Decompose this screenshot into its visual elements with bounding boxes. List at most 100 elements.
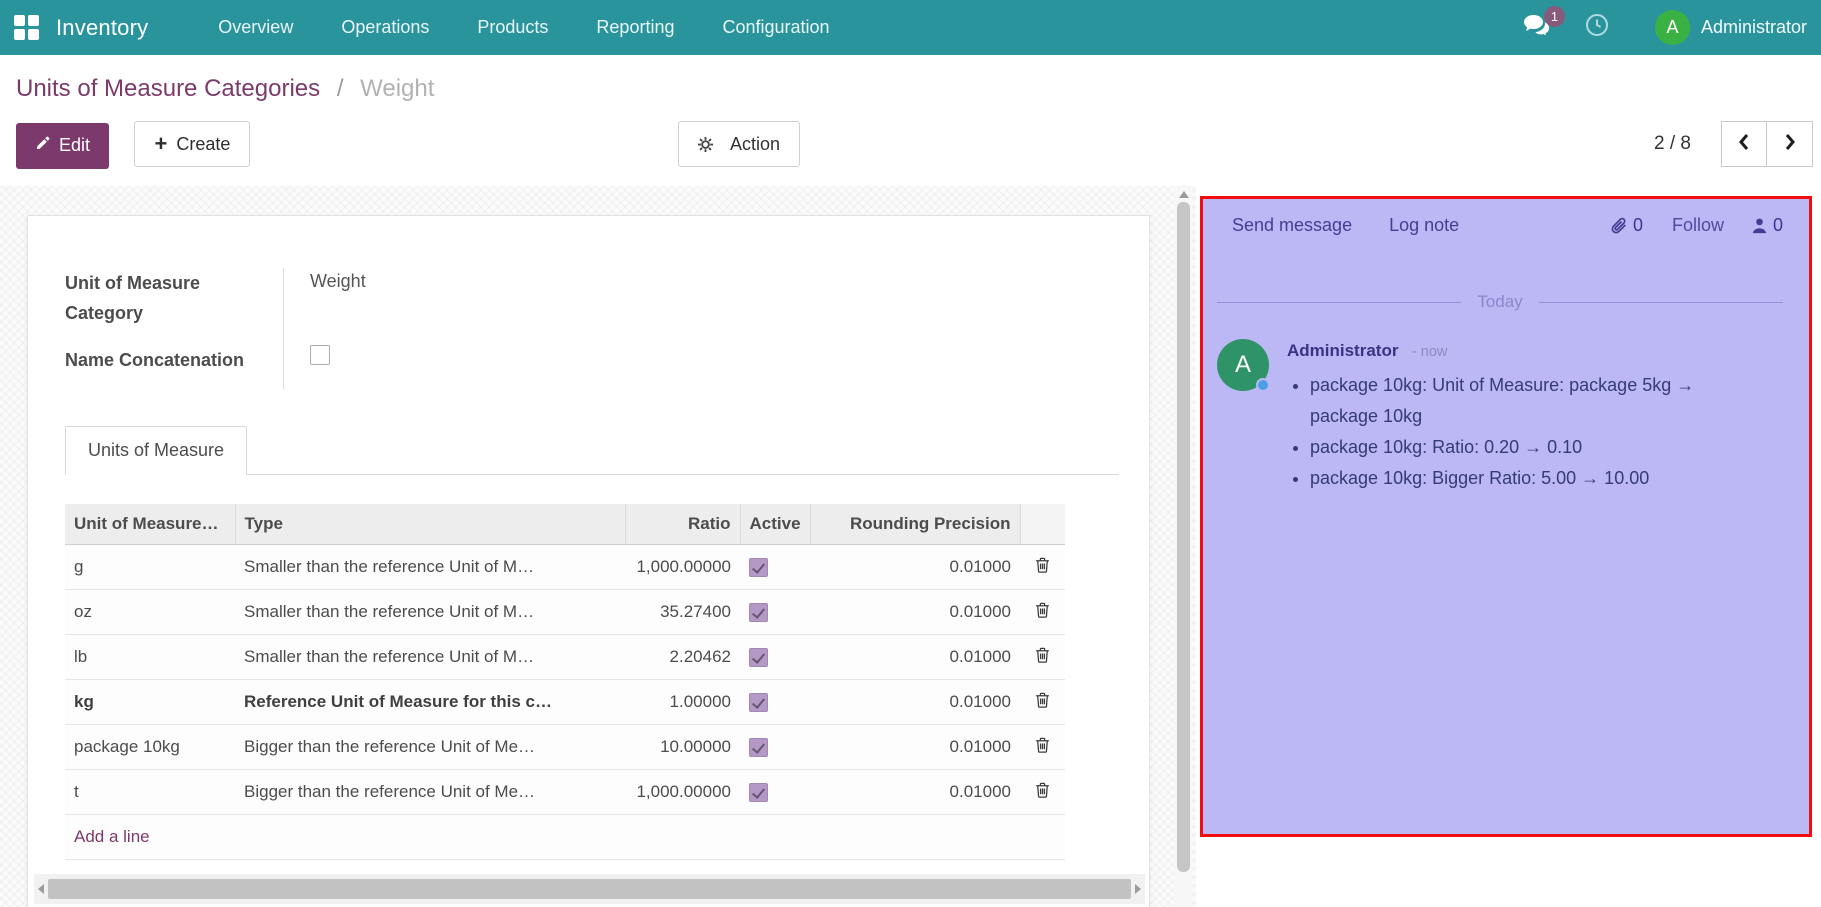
message-author-avatar: A (1217, 339, 1269, 391)
date-divider-label: Today (1477, 292, 1523, 311)
follower-count: 0 (1772, 215, 1783, 235)
uom-row-package-10kg[interactable]: package 10kg Bigger than the reference Un… (65, 724, 1065, 770)
trash-icon (1035, 647, 1050, 666)
scroll-left-arrow[interactable] (38, 884, 44, 894)
uom-type-cell: Smaller than the reference Unit of M… (235, 544, 625, 590)
column-header-uom[interactable]: Unit of Measure… (65, 504, 236, 545)
content-area: Unit of Measure Category Name Concatenat… (0, 186, 1821, 907)
delete-row-button[interactable] (1035, 781, 1050, 801)
uom-rounding-cell: 0.01000 (810, 724, 1020, 770)
horizontal-scrollbar-thumb[interactable] (48, 879, 1131, 899)
edit-button[interactable]: Edit (16, 122, 110, 169)
create-button[interactable]: + Create (134, 121, 251, 167)
chevron-right-icon (1784, 133, 1796, 156)
tab-units-of-measure[interactable]: Units of Measure (65, 426, 248, 475)
user-avatar[interactable]: A (1654, 10, 1690, 45)
uom-row-oz[interactable]: oz Smaller than the reference Unit of M… 3… (65, 589, 1065, 635)
uom-delete-cell (1020, 724, 1065, 770)
form-view-pane: Unit of Measure Category Name Concatenat… (0, 186, 1196, 907)
uom-row-g[interactable]: g Smaller than the reference Unit of M… 1,… (65, 544, 1065, 590)
top-navbar: Inventory Overview Operations Products Repo… (0, 0, 1821, 55)
active-checkbox[interactable] (749, 648, 768, 667)
uom-list-table: Unit of Measure… Type Ratio Active Rounding … (65, 504, 1065, 860)
log-note-button[interactable]: Log note (1389, 215, 1460, 235)
active-checkbox[interactable] (749, 693, 768, 712)
date-divider: Today (1217, 292, 1783, 312)
uom-row-kg[interactable]: kg Reference Unit of Measure for this c… 1… (65, 679, 1065, 725)
tracked-change-item: package 10kg: Bigger Ratio: 5.00 → 10.00 (1310, 463, 1739, 494)
column-header-active[interactable]: Active (740, 504, 811, 545)
uom-type-cell: Smaller than the reference Unit of M… (235, 589, 625, 635)
pencil-icon (35, 135, 59, 156)
notebook-tabs: Units of Measure (65, 426, 1119, 475)
trash-icon (1035, 737, 1050, 756)
delete-row-button[interactable] (1035, 646, 1050, 666)
attachments-button[interactable]: 0 (1611, 215, 1643, 236)
menu-item-overview[interactable]: Overview (218, 17, 294, 37)
scroll-right-arrow[interactable] (1135, 884, 1141, 894)
gear-icon (698, 136, 722, 152)
column-header-ratio[interactable]: Ratio (625, 504, 741, 545)
online-status-dot (1256, 378, 1270, 392)
pager-count: 2 / 8 (1654, 133, 1691, 154)
send-message-button[interactable]: Send message (1232, 215, 1353, 235)
uom-active-cell (740, 544, 810, 590)
menu-item-configuration[interactable]: Configuration (722, 17, 830, 37)
messages-button[interactable]: 1 (1523, 5, 1565, 42)
active-checkbox[interactable] (749, 603, 768, 622)
name-concatenation-checkbox[interactable] (310, 345, 330, 365)
uom-table-header-row: Unit of Measure… Type Ratio Active Rounding … (65, 504, 1065, 545)
menu-item-products[interactable]: Products (477, 17, 549, 37)
pager-next-button[interactable] (1767, 121, 1813, 167)
breadcrumb-parent-link[interactable]: Units of Measure Categories (16, 75, 321, 102)
uom-active-cell (740, 679, 810, 725)
vertical-scrollbar (1175, 186, 1192, 907)
vertical-scrollbar-thumb[interactable] (1177, 202, 1190, 872)
uom-delete-cell (1020, 634, 1065, 680)
add-a-line-link[interactable]: Add a line (74, 827, 150, 846)
action-menu-button[interactable]: Action (678, 121, 801, 167)
apps-menu-icon[interactable] (14, 14, 40, 41)
navbar-right: 1 A Administrator (1523, 5, 1807, 45)
delete-row-button[interactable] (1035, 556, 1050, 576)
uom-active-cell (740, 634, 810, 680)
delete-row-button[interactable] (1035, 601, 1050, 621)
uom-active-cell (740, 724, 810, 770)
uom-delete-cell (1020, 544, 1065, 590)
plus-icon: + (154, 131, 168, 156)
pager-previous-button[interactable] (1721, 121, 1767, 167)
menu-item-operations[interactable]: Operations (341, 17, 430, 37)
uom-row-lb[interactable]: lb Smaller than the reference Unit of M… 2… (65, 634, 1065, 680)
concatenation-field-label: Name Concatenation (65, 350, 245, 370)
app-title[interactable]: Inventory (56, 14, 149, 40)
breadcrumb-separator: / (336, 75, 344, 102)
uom-name-cell: g (65, 544, 235, 590)
active-checkbox[interactable] (749, 783, 768, 802)
breadcrumb-current: Weight (360, 75, 435, 102)
active-checkbox[interactable] (749, 558, 768, 577)
active-checkbox[interactable] (749, 738, 768, 757)
delete-row-button[interactable] (1035, 691, 1050, 711)
uom-row-t[interactable]: t Bigger than the reference Unit of Me… 1,… (65, 769, 1065, 815)
column-header-round[interactable]: Rounding Precision (810, 504, 1021, 545)
person-icon (1751, 217, 1768, 234)
column-header-type[interactable]: Type (235, 504, 626, 545)
uom-ratio-cell: 35.27400 (625, 589, 740, 635)
uom-rounding-cell: 0.01000 (810, 589, 1020, 635)
activities-button[interactable] (1585, 13, 1609, 42)
menu-item-reporting[interactable]: Reporting (596, 17, 675, 37)
delete-row-button[interactable] (1035, 736, 1050, 756)
main-menu: Overview Operations Products Reporting Confi… (194, 0, 853, 55)
breadcrumb: Units of Measure Categories / Weight (16, 75, 1821, 103)
uom-delete-cell (1020, 679, 1065, 725)
scroll-up-arrow[interactable] (1178, 191, 1189, 198)
user-menu[interactable]: Administrator (1700, 17, 1807, 37)
follow-button[interactable]: Follow (1671, 215, 1724, 235)
clock-icon (1585, 13, 1609, 42)
uom-rounding-cell: 0.01000 (810, 634, 1020, 680)
trash-icon (1035, 692, 1050, 711)
tracked-change-item: package 10kg: Unit of Measure: package 5… (1310, 370, 1739, 432)
followers-button[interactable]: 0 (1751, 215, 1783, 236)
category-field-value: Weight (310, 271, 366, 291)
trash-icon (1035, 602, 1050, 621)
